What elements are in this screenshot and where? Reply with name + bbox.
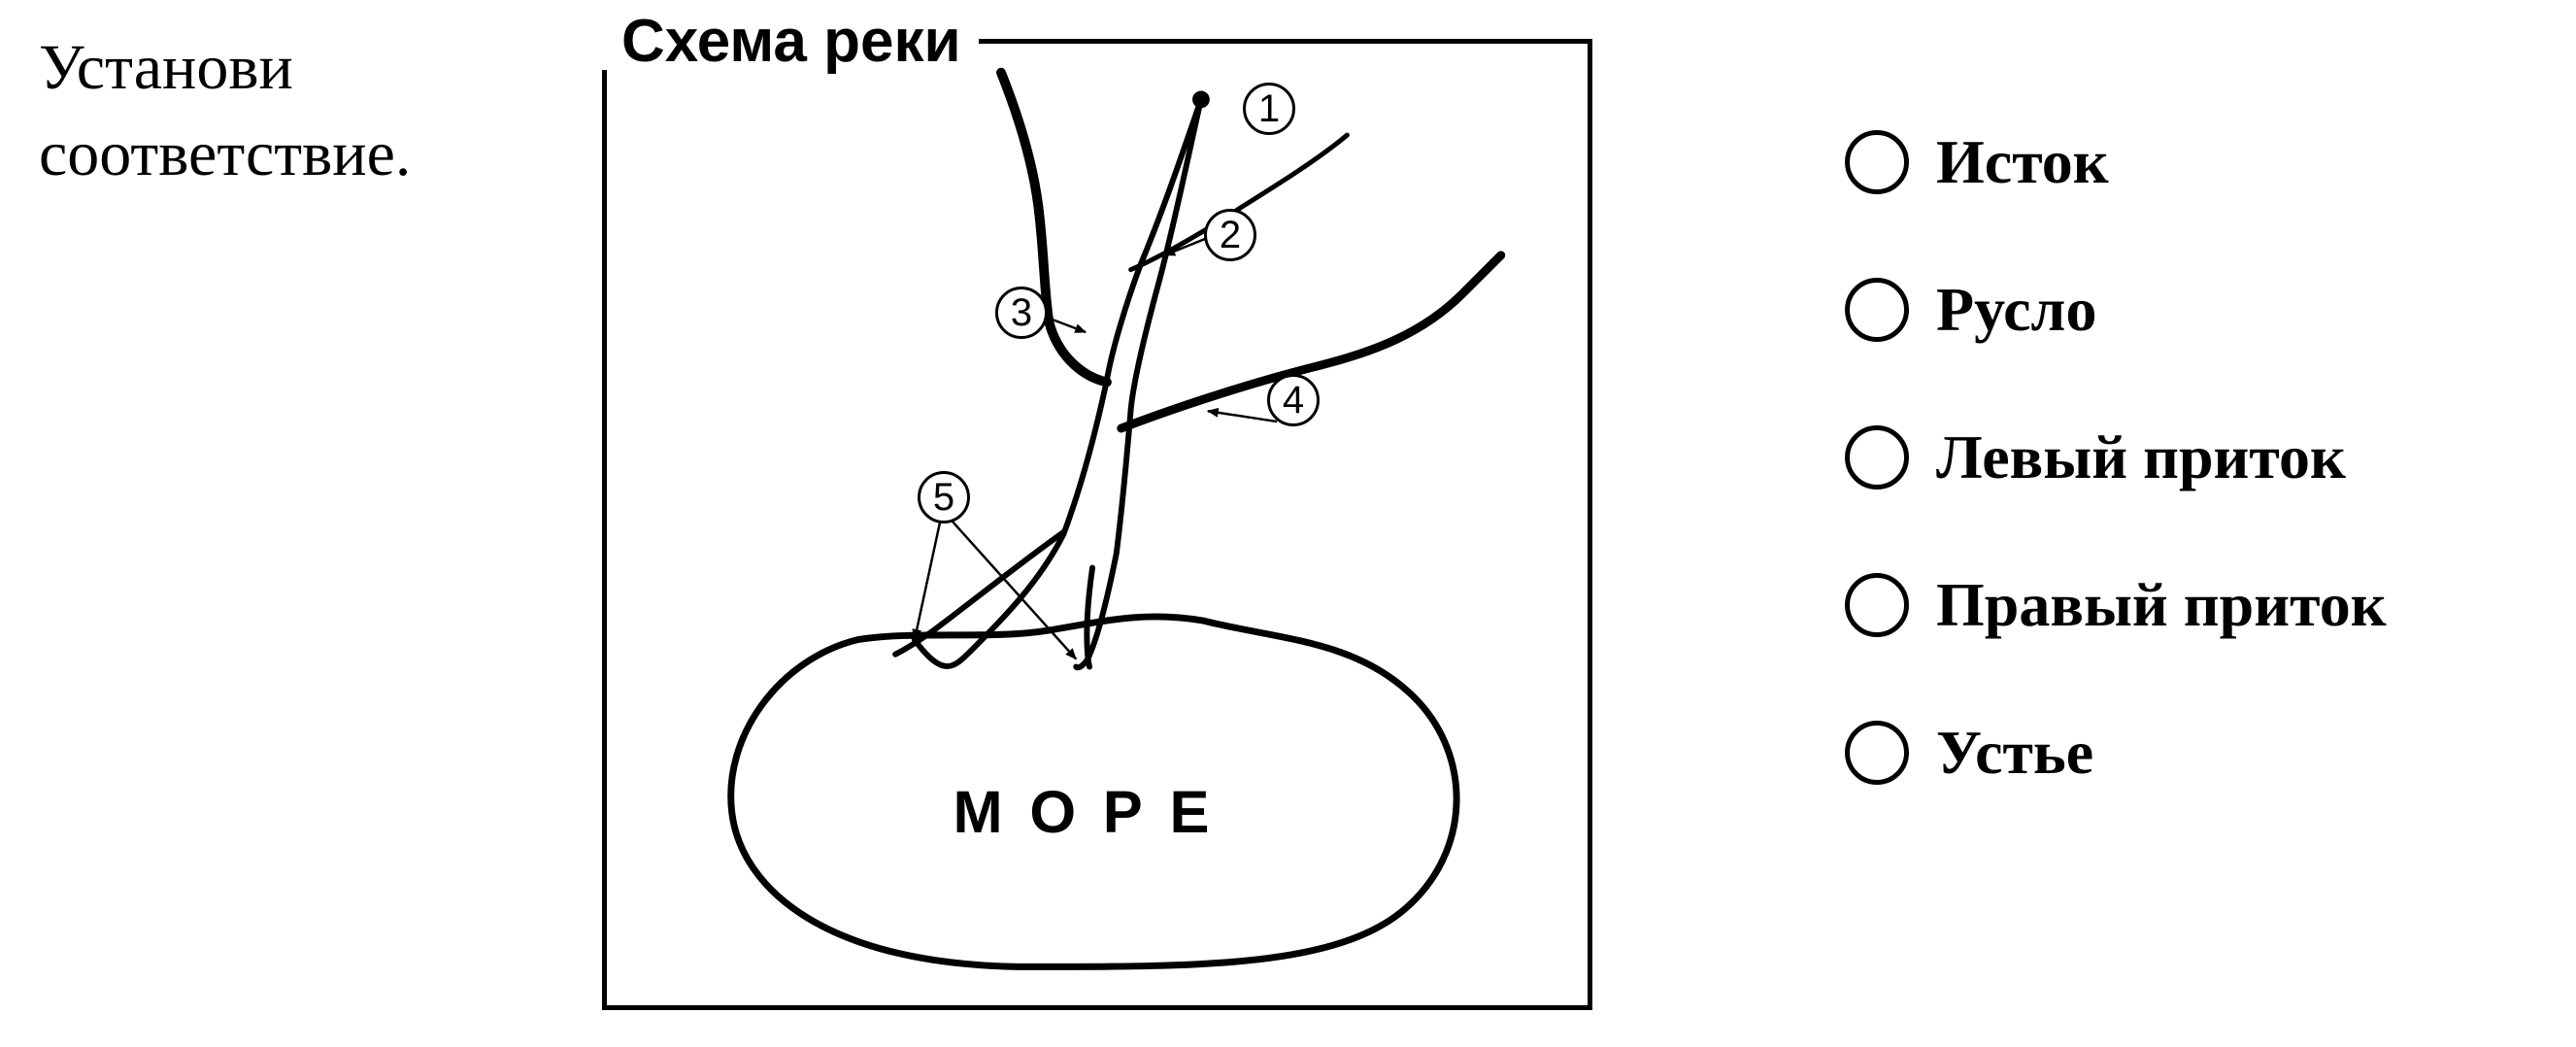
answer-row-3: Левый приток [1845,422,2544,493]
answer-label-1: Исток [1936,126,2109,198]
answer-row-4: Правый приток [1845,569,2544,641]
river-svg: МОРЕ [607,44,1588,1005]
answer-row-1: Исток [1845,126,2544,198]
number-label-5: 5 [918,471,970,524]
answers-list: Исток Русло Левый приток Правый приток Устье [1845,126,2544,864]
diagram-title-wrap: Схема реки [583,12,979,70]
diagram-title: Схема реки [621,7,961,76]
instruction-line1: Установи [39,24,411,111]
number-label-4: 4 [1267,374,1320,426]
answer-circle-3[interactable] [1845,425,1909,490]
pointer-line-3 [1208,411,1277,422]
answer-label-4: Правый приток [1936,569,2387,641]
answer-circle-5[interactable] [1845,721,1909,785]
answer-row-5: Устье [1845,717,2544,789]
answer-label-2: Русло [1936,274,2096,346]
instruction-text: Установи соответствие. [39,24,411,197]
diagram-frame: МОРЕ 1 2 3 4 5 [602,39,1592,1010]
number-label-2: 2 [1204,209,1256,261]
river-main-right-bank [1076,99,1201,667]
river-main-left-bank [915,99,1201,666]
river-source-dot [1192,91,1210,109]
sea-label: МОРЕ [953,779,1237,846]
number-label-3: 3 [995,287,1048,339]
answer-circle-2[interactable] [1845,278,1909,342]
worksheet-page: Установи соответствие. [0,0,2576,1047]
answer-circle-1[interactable] [1845,130,1909,194]
number-label-1: 1 [1243,83,1295,135]
pointers [915,231,1277,659]
answer-label-3: Левый приток [1936,422,2346,493]
pointer-line-4 [915,520,941,640]
instruction-line2: соответствие. [39,111,411,197]
answer-circle-4[interactable] [1845,573,1909,637]
answer-row-2: Русло [1845,274,2544,346]
answer-label-5: Устье [1936,717,2093,789]
